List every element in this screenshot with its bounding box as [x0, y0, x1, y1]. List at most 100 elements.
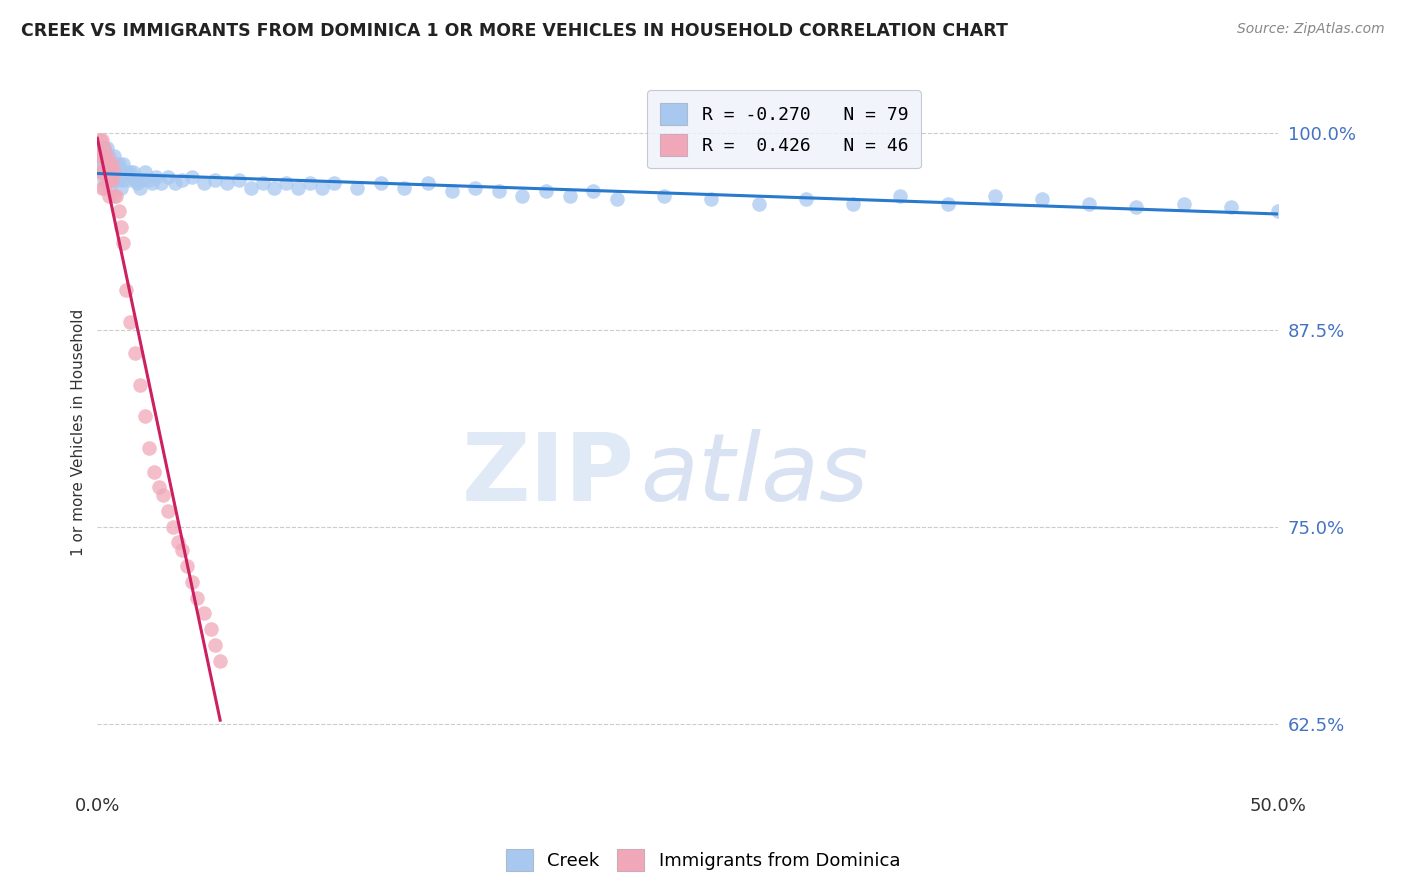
Point: [252, 176, 274, 190]
Point: [1267, 204, 1289, 219]
Point: [1078, 196, 1101, 211]
Point: [93, 165, 115, 179]
Point: [138, 173, 160, 187]
Point: [114, 283, 136, 297]
Point: [96, 157, 118, 171]
Point: [127, 176, 149, 190]
Text: CREEK VS IMMIGRANTS FROM DOMINICA 1 OR MORE VEHICLES IN HOUSEHOLD CORRELATION CH: CREEK VS IMMIGRANTS FROM DOMINICA 1 OR M…: [21, 22, 1008, 40]
Point: [105, 173, 128, 187]
Point: [143, 465, 166, 479]
Point: [89, 165, 111, 179]
Point: [134, 409, 156, 424]
Point: [89, 134, 111, 148]
Point: [107, 173, 129, 187]
Point: [209, 654, 232, 668]
Point: [239, 181, 262, 195]
Point: [93, 181, 115, 195]
Y-axis label: 1 or more Vehicles in Household: 1 or more Vehicles in Household: [72, 309, 86, 556]
Point: [145, 169, 167, 184]
Point: [98, 149, 121, 163]
Point: [1219, 200, 1241, 214]
Point: [105, 188, 128, 202]
Point: [98, 157, 121, 171]
Point: [96, 173, 118, 187]
Legend: R = -0.270   N = 79, R =  0.426   N = 46: R = -0.270 N = 79, R = 0.426 N = 46: [647, 90, 921, 169]
Point: [794, 192, 817, 206]
Point: [89, 149, 111, 163]
Point: [89, 157, 111, 171]
Point: [96, 149, 118, 163]
Point: [138, 441, 160, 455]
Point: [105, 157, 128, 171]
Point: [124, 173, 146, 187]
Point: [141, 176, 163, 190]
Point: [93, 157, 115, 171]
Point: [217, 176, 239, 190]
Text: Source: ZipAtlas.com: Source: ZipAtlas.com: [1237, 22, 1385, 37]
Point: [121, 165, 143, 179]
Point: [172, 173, 194, 187]
Point: [276, 176, 298, 190]
Point: [89, 141, 111, 155]
Point: [1125, 200, 1147, 214]
Point: [98, 188, 121, 202]
Point: [112, 173, 135, 187]
Point: [440, 184, 463, 198]
Point: [112, 157, 135, 171]
Point: [180, 574, 202, 589]
Point: [100, 173, 122, 187]
Point: [100, 157, 122, 171]
Point: [1031, 192, 1053, 206]
Point: [165, 176, 187, 190]
Point: [842, 196, 865, 211]
Point: [166, 535, 188, 549]
Point: [464, 181, 486, 195]
Point: [180, 169, 202, 184]
Point: [150, 176, 173, 190]
Point: [558, 188, 581, 202]
Point: [93, 141, 115, 155]
Point: [98, 165, 121, 179]
Point: [152, 488, 174, 502]
Point: [103, 165, 125, 179]
Point: [157, 169, 180, 184]
Point: [157, 504, 180, 518]
Point: [91, 165, 114, 179]
Point: [91, 165, 114, 179]
Point: [370, 176, 392, 190]
Point: [700, 192, 723, 206]
Point: [103, 188, 125, 202]
Point: [110, 220, 132, 235]
Point: [96, 141, 118, 155]
Point: [263, 181, 285, 195]
Point: [204, 638, 226, 652]
Point: [298, 176, 321, 190]
Point: [311, 181, 333, 195]
Point: [117, 173, 139, 187]
Point: [186, 591, 208, 605]
Point: [228, 173, 250, 187]
Point: [128, 377, 150, 392]
Point: [96, 165, 118, 179]
Point: [103, 173, 125, 187]
Point: [394, 181, 416, 195]
Point: [193, 176, 215, 190]
Point: [652, 188, 675, 202]
Point: [120, 315, 142, 329]
Point: [114, 165, 136, 179]
Point: [488, 184, 510, 198]
Point: [91, 181, 114, 195]
Point: [346, 181, 368, 195]
Point: [91, 134, 114, 148]
Point: [134, 165, 156, 179]
Point: [512, 188, 534, 202]
Point: [107, 204, 129, 219]
Point: [748, 196, 770, 211]
Point: [100, 173, 122, 187]
Point: [534, 184, 557, 198]
Point: [606, 192, 628, 206]
Point: [889, 188, 911, 202]
Point: [93, 173, 115, 187]
Point: [176, 559, 198, 574]
Point: [582, 184, 605, 198]
